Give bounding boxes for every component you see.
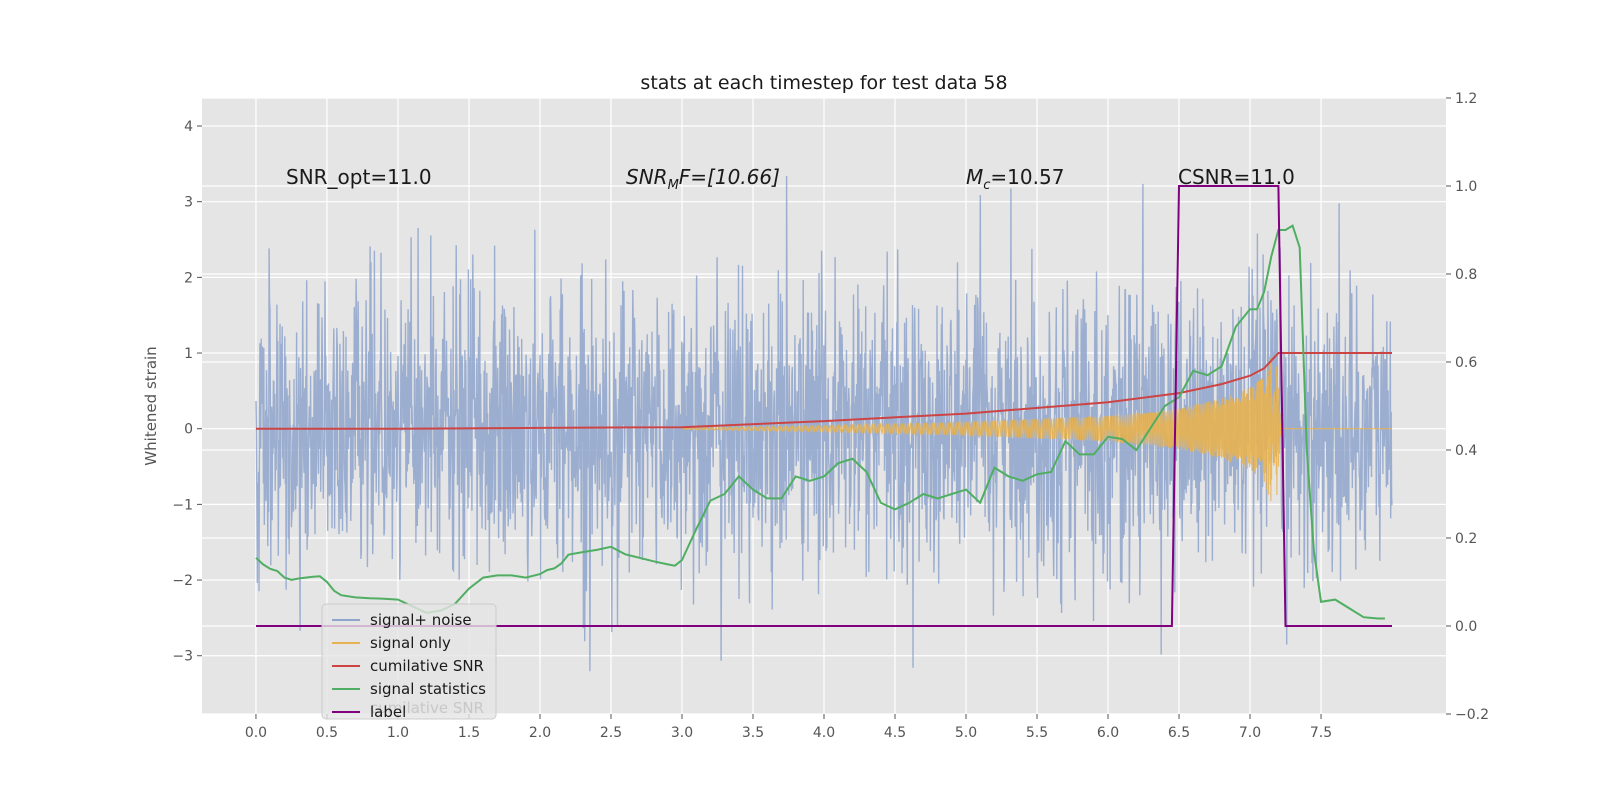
- signal-statistics-line: [255, 224, 1385, 620]
- x-tick-label: 7.0: [1239, 725, 1261, 741]
- cumilative-snr-line: [256, 352, 1392, 430]
- chart-title: stats at each timestep for test data 58: [640, 72, 1007, 94]
- x-tick-label: 1.5: [458, 725, 480, 741]
- series-signal-statistics: [255, 224, 1385, 620]
- x-tick-label: 5.0: [955, 725, 977, 741]
- legend-box: [321, 603, 497, 720]
- x-tick-label: 6.0: [1097, 725, 1119, 741]
- signal-noise-line: [255, 175, 1393, 672]
- y-axis-label: Whitened strain: [142, 346, 160, 465]
- legend-ghost-text: cumilative SNR: [370, 699, 484, 717]
- y2-tick-label: −0.2: [1455, 707, 1489, 723]
- x-tick-label: 4.5: [884, 725, 906, 741]
- legend: cumilative SNR signal+ noise signal only c…: [321, 603, 497, 721]
- y-tick-label: 1: [184, 346, 193, 362]
- annotation-snr-mf-symbol: SNR: [626, 165, 668, 189]
- y2-tick-label: 0.0: [1455, 619, 1477, 635]
- signal-only-line: [681, 358, 1392, 502]
- annotation-mc: Mc=10.57: [966, 165, 1064, 193]
- x-axis-ticks: 0.0 0.5 1.0 1.5 2.0 2.5 3.0 3.5 4.0 4.5 5.0 5.5 6.0 6…: [245, 714, 1332, 741]
- x-tick-label: 2.5: [600, 725, 622, 741]
- legend-label: signal+ noise: [370, 611, 472, 629]
- x-tick-label: 6.5: [1168, 725, 1190, 741]
- y2-tick-label: 1.0: [1455, 179, 1477, 195]
- annotation-csnr: CSNR=11.0: [1178, 165, 1295, 189]
- y-tick-label: −2: [172, 573, 193, 589]
- legend-label: cumilative SNR: [370, 657, 484, 675]
- series-signal-noise: [255, 175, 1393, 672]
- x-tick-label: 7.5: [1310, 725, 1332, 741]
- y-axis-ticks: 4 3 2 1 0 −1 −2 −3: [172, 119, 202, 665]
- annotation-snr-opt: SNR_opt=11.0: [286, 165, 432, 189]
- x-tick-label: 5.5: [1026, 725, 1048, 741]
- y2-tick-label: 0.2: [1455, 531, 1477, 547]
- x-tick-label: 0.5: [316, 725, 338, 741]
- annotation-snr-mf-value: F=[10.66]: [679, 165, 780, 189]
- annotation-mc-subscript: c: [983, 178, 990, 193]
- y2-tick-label: 0.4: [1455, 443, 1477, 459]
- legend-label: label: [370, 703, 406, 721]
- series-label: [256, 185, 1392, 627]
- y2-tick-label: 1.2: [1455, 91, 1477, 107]
- x-tick-label: 3.0: [671, 725, 693, 741]
- y2-tick-label: 0.6: [1455, 355, 1477, 371]
- y-tick-label: −1: [172, 497, 193, 513]
- y2-axis-ticks: 1.2 1.0 0.8 0.6 0.4 0.2 0.0 −0.2: [1446, 91, 1489, 723]
- annotation-mc-value: =10.57: [990, 165, 1064, 189]
- x-tick-label: 2.0: [529, 725, 551, 741]
- y-tick-label: 3: [184, 195, 193, 211]
- y2-tick-label: 0.8: [1455, 267, 1477, 283]
- y-tick-label: 4: [184, 119, 193, 135]
- series-signal-only: [681, 358, 1392, 502]
- y-tick-label: 2: [184, 270, 193, 286]
- x-tick-label: 4.0: [813, 725, 835, 741]
- legend-label: signal statistics: [370, 680, 486, 698]
- y-tick-label: 0: [184, 422, 193, 438]
- annotation-mc-symbol: M: [966, 165, 983, 189]
- legend-label: signal only: [370, 634, 451, 652]
- x-tick-label: 0.0: [245, 725, 267, 741]
- series-cumilative-snr: [256, 352, 1392, 430]
- x-tick-label: 1.0: [387, 725, 409, 741]
- annotation-snr-mf: SNRMF=[10.66]: [626, 165, 780, 193]
- annotation-snr-mf-subscript: M: [668, 178, 679, 193]
- y-tick-label: −3: [172, 649, 193, 665]
- label-line: [256, 185, 1392, 627]
- x-tick-label: 3.5: [742, 725, 764, 741]
